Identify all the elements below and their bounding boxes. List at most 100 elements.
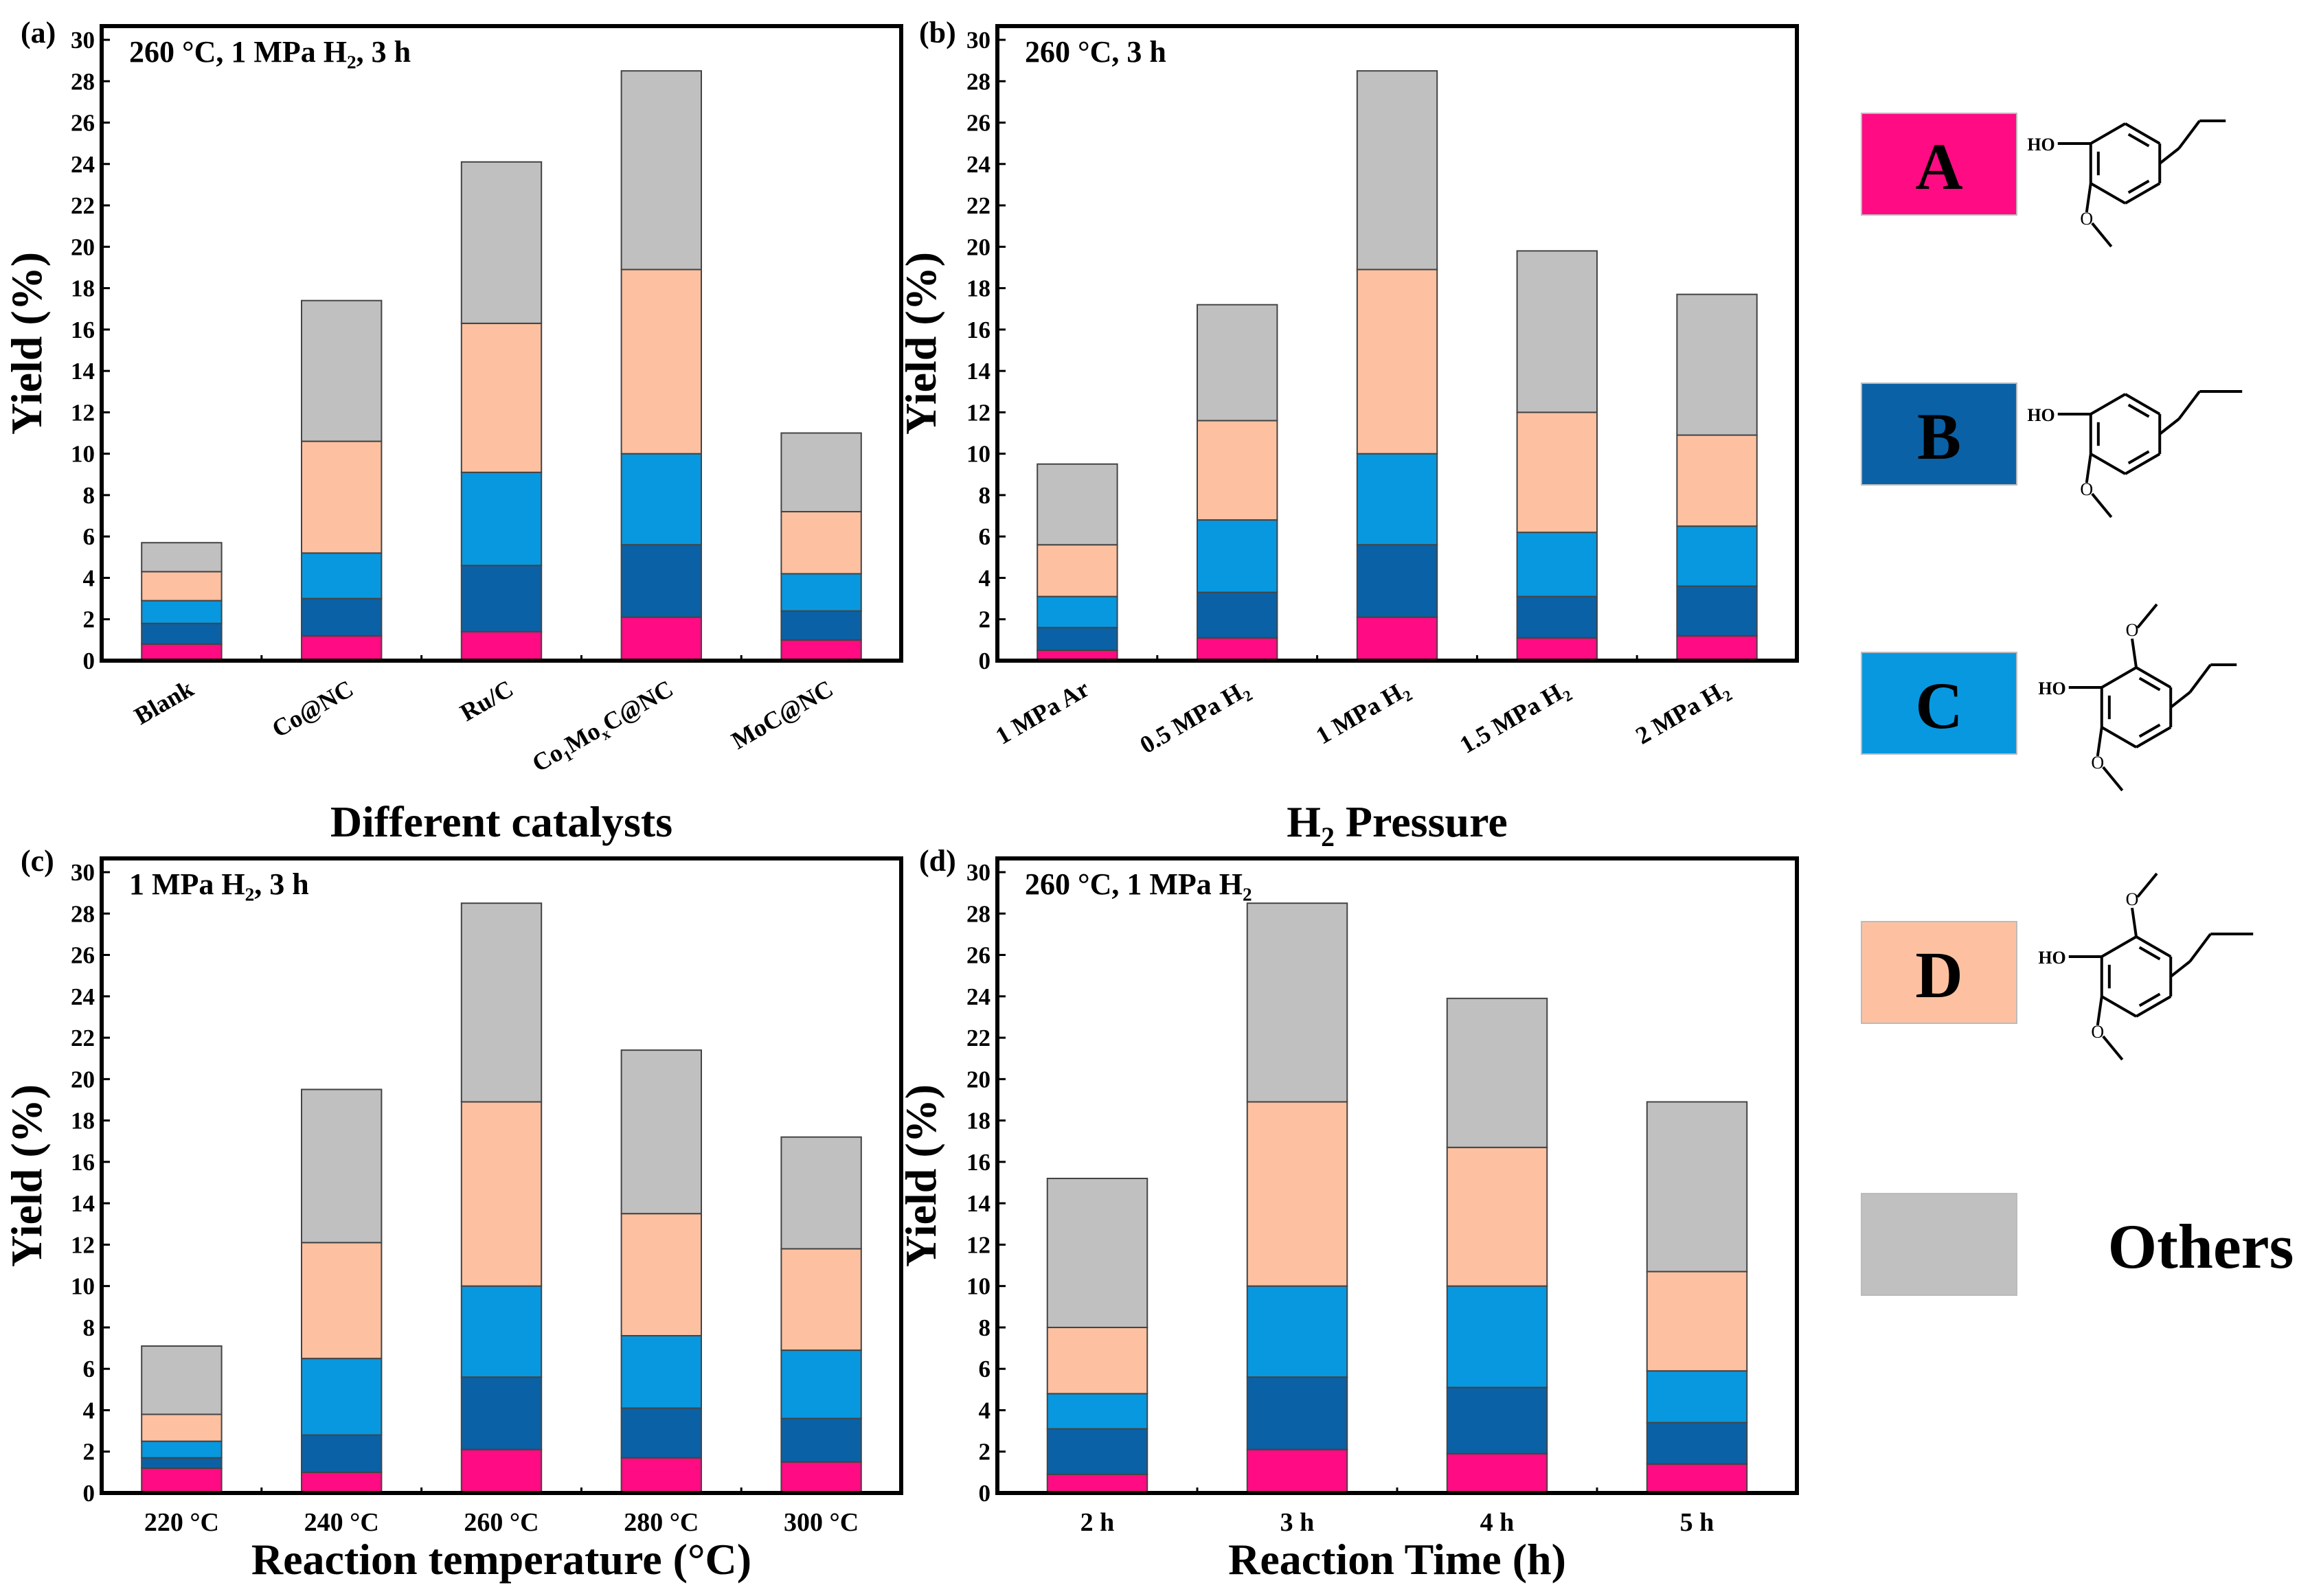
y-tick-label: 4 [979,1397,991,1424]
x-tick-label: 220 °C [144,1508,219,1537]
y-tick-label: 4 [979,565,991,591]
x-tick-label: 1.5 MPa H2 [1455,674,1575,762]
bar-A-2 [460,630,543,662]
bar-D-2 [460,322,543,473]
bar-B-0 [1037,626,1118,651]
y-tick-label: 16 [966,1149,990,1176]
x-tick-label: 280 °C [624,1508,699,1537]
bar-B-1 [1246,1376,1348,1450]
y-tick-label: 10 [966,1273,990,1300]
y-tick-label: 16 [71,317,95,343]
y-tick-label: 20 [966,233,990,260]
bar-Others-0 [141,542,223,573]
bar-B-2 [460,565,543,632]
y-tick-label: 22 [71,1025,95,1051]
legend-label: Others [2108,1211,2294,1281]
chain-bond [2188,933,2212,963]
ring-bond [2136,726,2172,749]
y-tick-label: 2 [979,606,991,633]
plot-frame [995,24,1799,663]
oxygen-label: O [2091,753,2104,773]
chain-bond [2158,147,2180,165]
oxygen-label: O [2080,209,2093,229]
y-tick-label: 8 [83,1314,95,1341]
methyl-bond [2102,1035,2124,1061]
methoxy-bond [2096,996,2103,1026]
bar-D-3 [1646,1270,1748,1372]
y-axis-label: Yield (%) [896,1084,945,1267]
bar-C-0 [1046,1393,1148,1430]
hydroxyl-label: HO [2038,948,2065,968]
bar-C-4 [780,573,862,612]
y-tick-label: 30 [966,859,990,886]
y-tick-label: 24 [71,151,95,178]
bar-D-1 [301,440,383,554]
bar-D-1 [1246,1101,1348,1287]
bar-A-0 [1046,1473,1148,1494]
bar-Others-2 [460,161,543,324]
y-tick-label: 28 [966,68,990,95]
bar-C-2 [460,1285,543,1378]
y-tick-label: 16 [71,1149,95,1176]
y-tick-label: 24 [71,983,95,1010]
x-axis-label: H2 Pressure [1287,797,1507,852]
ring-bond [2090,453,2126,475]
x-tick-label: 3 h [1280,1508,1315,1537]
bar-D-4 [1676,434,1758,527]
methoxy-bond [2131,907,2138,937]
y-tick-label: 18 [966,275,990,302]
y-tick-label: 8 [979,482,991,509]
y-axis-label: Yield (%) [896,252,945,435]
y-tick-label: 10 [966,441,990,468]
y-tick-label: 2 [979,1439,991,1466]
ring-bond [2090,182,2126,205]
y-tick-label: 16 [966,317,990,343]
bar-D-2 [1446,1146,1548,1287]
bar-C-0 [1037,595,1118,628]
methyl-bond [2102,766,2124,792]
legend-swatch-B [1861,383,2017,486]
bar-Others-3 [1646,1101,1748,1273]
ring-bond [2125,182,2161,205]
bar-C-4 [780,1349,862,1420]
bar-C-1 [1197,519,1278,593]
bar-Others-1 [1246,902,1348,1103]
legend-label: B [1917,400,1961,473]
x-axis-label: Different catalysts [330,797,672,846]
x-tick-label: 1 MPa Ar [991,674,1094,750]
bar-Others-3 [620,70,702,271]
bar-C-3 [1646,1370,1748,1424]
x-tick-label: MoC@NC [727,674,838,754]
ring-bond [2090,393,2126,415]
chain-bond [2158,418,2180,435]
ring-bond [2125,393,2161,415]
chain-bond [2169,960,2191,978]
bar-A-0 [141,643,223,661]
bar-C-3 [1516,532,1598,597]
bar-B-4 [1676,585,1758,637]
x-tick-label: 300 °C [784,1508,859,1537]
legend-label: C [1915,669,1962,742]
bar-D-3 [1516,411,1598,534]
x-tick-label: Co@NC [267,674,358,742]
double-bond [2138,723,2161,738]
ring-bond [2125,453,2161,475]
ring-bond [2136,935,2172,958]
methoxy-bond [2131,638,2138,668]
panel-label: (b) [919,16,956,49]
y-tick-label: 12 [71,1231,95,1258]
y-tick-label: 22 [966,192,990,219]
structure-B: HO O [2027,390,2243,518]
bar-D-2 [1356,269,1438,455]
panel-label: (c) [21,844,54,878]
plot-frame [100,24,903,663]
y-tick-label: 30 [71,27,95,54]
condition-label: 1 MPa H2, 3 h [129,867,309,905]
y-tick-label: 8 [83,482,95,509]
bar-A-0 [141,1467,223,1494]
legend: A B C D Others [1861,113,2294,1296]
y-tick-label: 0 [83,648,95,674]
legend-label: D [1915,938,1962,1012]
